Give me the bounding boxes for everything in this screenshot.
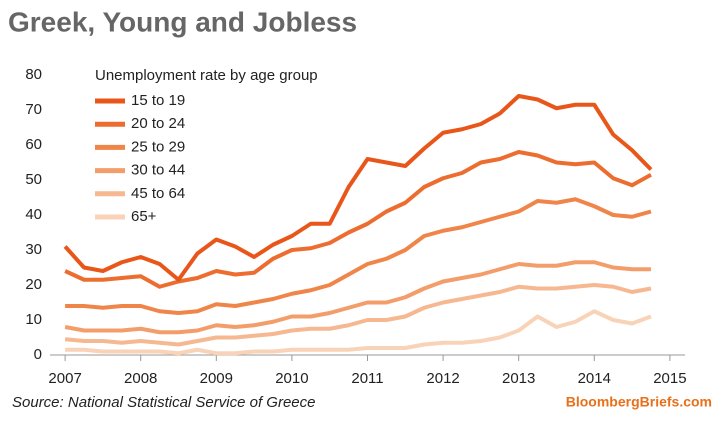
legend-label: 30 to 44 [131,162,185,179]
x-tick-label: 2014 [578,370,611,387]
y-tick-label: 10 [25,311,42,328]
legend-label: 45 to 64 [131,185,185,202]
series-line [63,94,653,282]
x-tick-label: 2008 [124,370,157,387]
source: Source: National Statistical Service of … [12,394,315,411]
legend-label: 65+ [131,208,157,225]
x-tick-label: 2013 [502,370,535,387]
series-line [64,283,652,347]
series-line [65,309,652,356]
series-line [64,260,651,335]
x-tick-label: 2012 [426,370,459,387]
y-tick-label: 20 [25,276,42,293]
y-tick-label: 30 [25,241,42,258]
brand: BloombergBriefs.com [566,394,712,410]
x-tick-label: 2011 [351,370,383,387]
chart-title: Greek, Young and Jobless [8,6,357,37]
legend-label: 25 to 29 [131,138,185,155]
series-line [65,197,652,315]
y-tick-label: 70 [25,101,42,118]
legend-title: Unemployment rate by age group [95,67,318,84]
y-tick-label: 40 [25,206,42,223]
x-tick-label: 2007 [48,370,81,387]
legend-label: 20 to 24 [131,115,185,132]
x-tick-label: 2015 [653,370,686,387]
y-tick-label: 50 [25,171,42,188]
x-tick-label: 2010 [275,370,308,387]
y-tick-label: 0 [34,346,42,363]
y-tick-label: 60 [25,136,42,153]
legend-label: 15 to 19 [131,92,185,109]
x-tick-label: 2009 [200,370,233,387]
series-line [64,150,652,289]
y-tick-label: 80 [25,66,42,83]
